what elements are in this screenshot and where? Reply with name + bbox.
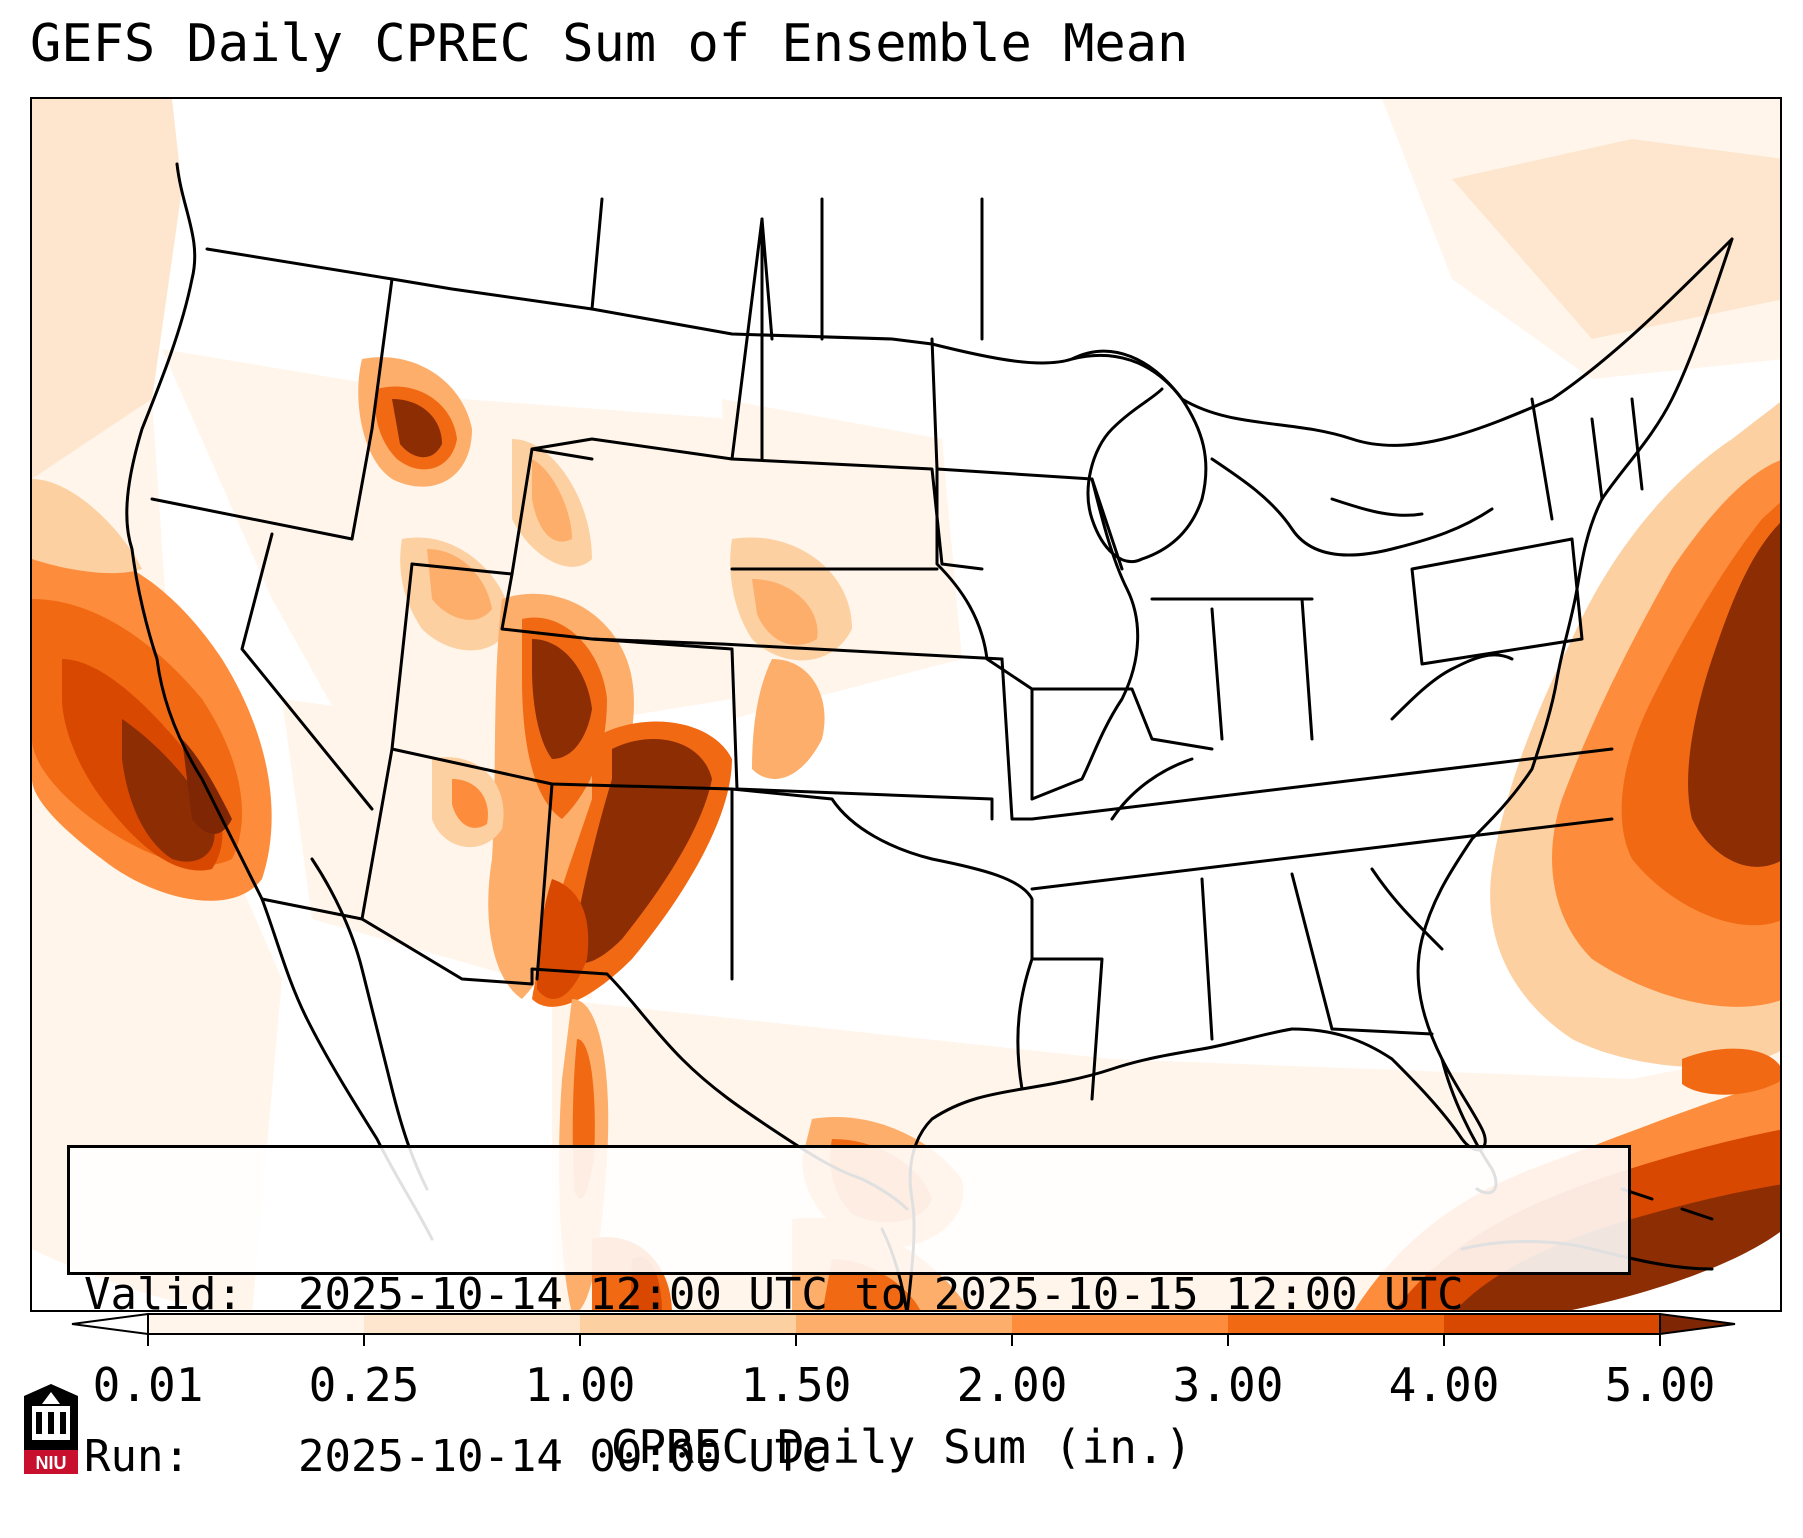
svg-text:NIU: NIU (36, 1453, 67, 1473)
colorbar-segment (148, 1314, 365, 1334)
colorbar-segment (364, 1314, 581, 1334)
valid-line: Valid: 2025-10-14 12:00 UTC to 2025-10-1… (84, 1268, 1614, 1322)
projection-edge (32, 1231, 1780, 1310)
colorbar-under-arrow (71, 1312, 149, 1336)
colorbar-segment (796, 1314, 1013, 1334)
colorbar-frame (147, 1313, 1661, 1335)
colorbar-over-arrow (1659, 1312, 1736, 1336)
valid-value: 2025-10-14 12:00 UTC to 2025-10-15 12:00… (298, 1269, 1464, 1320)
colorbar-segment (1444, 1314, 1661, 1334)
precipitation-map (32, 99, 1780, 1310)
colorbar-tick-label: 0.01 (92, 1358, 204, 1412)
chart-title: GEFS Daily CPREC Sum of Ensemble Mean (30, 14, 1189, 74)
colorbar-tick-label: 2.00 (956, 1358, 1068, 1412)
colorbar-segment (1228, 1314, 1445, 1334)
colorbar-segment (580, 1314, 797, 1334)
run-key: Run: (84, 1431, 190, 1482)
colorbar-tick-label: 4.00 (1388, 1358, 1500, 1412)
great-lakes (1070, 349, 1208, 564)
colorbar-tick-label: 5.00 (1604, 1358, 1716, 1412)
colorbar-tick-label: 1.50 (740, 1358, 852, 1412)
canada-border (205, 247, 1184, 401)
niu-logo: NIU (24, 1384, 78, 1474)
precip-background (32, 99, 1780, 1310)
colorbar-tick-label: 0.25 (308, 1358, 420, 1412)
colorbar-tick-label: 1.00 (524, 1358, 636, 1412)
colorbar-segment (1012, 1314, 1229, 1334)
boundaries (125, 162, 1734, 1310)
run-value: 2025-10-14 00:00 UTC (298, 1431, 828, 1482)
state-lines (150, 197, 1644, 1101)
map-panel (30, 97, 1782, 1312)
precip-field (32, 357, 1780, 1310)
colorbar (71, 1312, 1736, 1346)
colorbar-label: CPREC Daily Sum (in.) (610, 1420, 1193, 1474)
baja-peninsula (310, 857, 429, 1191)
valid-key: Valid: (84, 1269, 243, 1320)
colorbar-tick-label: 3.00 (1172, 1358, 1284, 1412)
coastline-west (125, 162, 434, 1241)
validity-info-box: Valid: 2025-10-14 12:00 UTC to 2025-10-1… (67, 1145, 1631, 1482)
run-line: Run: 2025-10-14 00:00 UTC (84, 1430, 1614, 1484)
